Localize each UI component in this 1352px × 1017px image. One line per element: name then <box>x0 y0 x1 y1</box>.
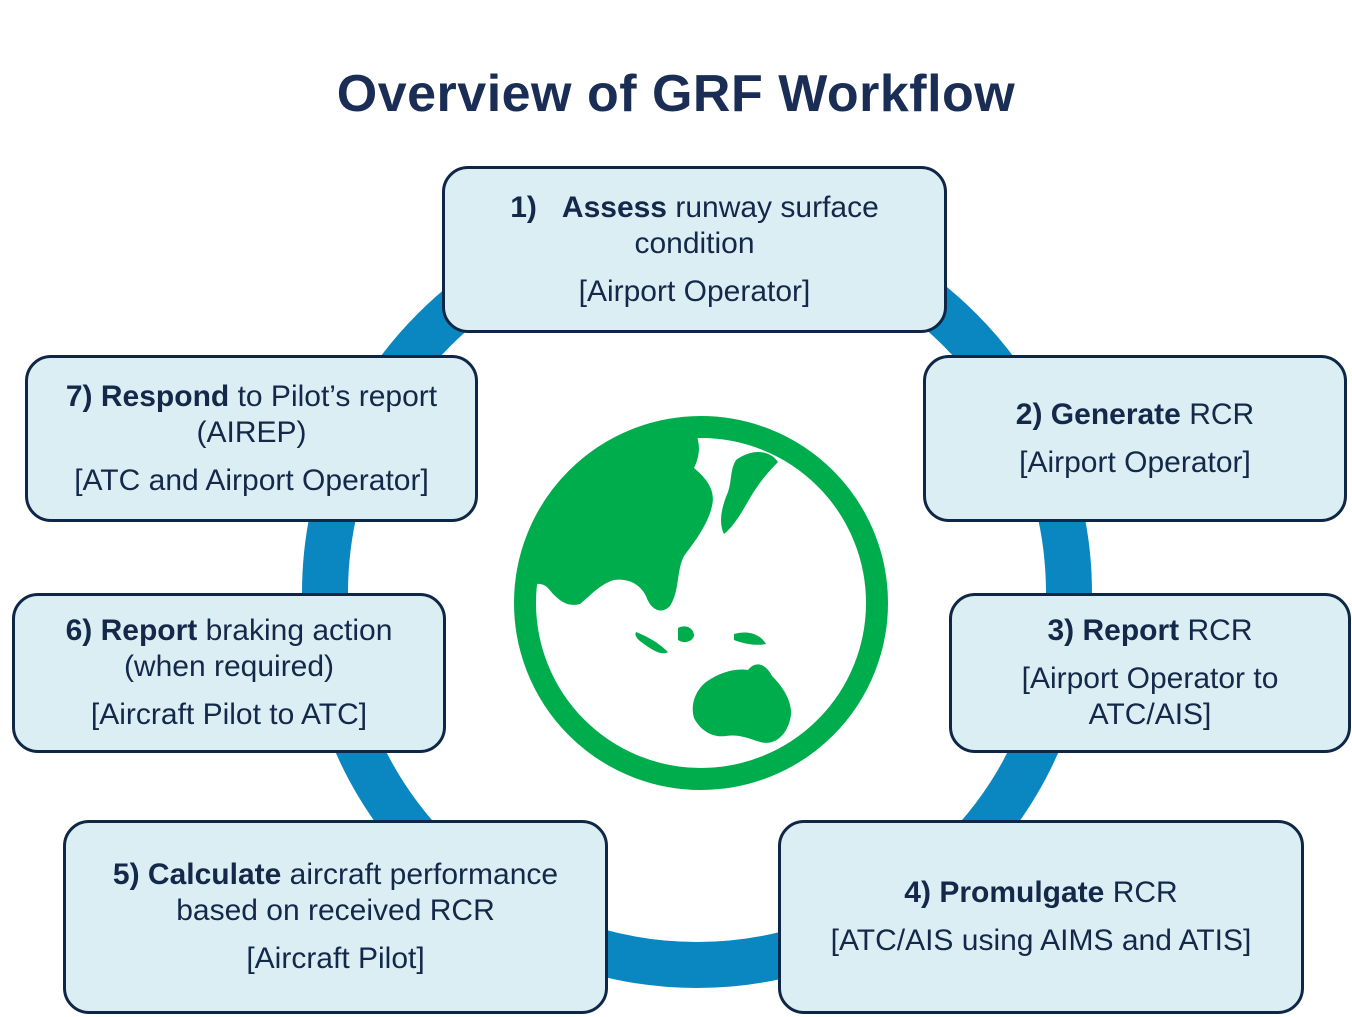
australia-landmass <box>692 664 792 743</box>
borneo-island <box>678 626 694 643</box>
step-4-box: 4) Promulgate RCR [ATC/AIS using AIMS an… <box>778 820 1304 1014</box>
step-1-box: 1) Assess runway surface condition [Airp… <box>442 166 947 333</box>
new-guinea-island <box>734 632 766 645</box>
step-3-text: 3) Report RCR <box>1047 614 1253 647</box>
step-5-role: [Aircraft Pilot] <box>246 942 425 975</box>
step-5-text: 5) Calculate aircraft performance based … <box>112 858 559 927</box>
step-2-text: 2) Generate RCR <box>1015 397 1255 431</box>
step-7-text: 7) Respond to Pilot’s report (AIREP) <box>65 379 438 449</box>
step-6-text: 6) Report braking action (when required) <box>65 614 393 683</box>
japan-island <box>721 451 778 534</box>
step-4-role: [ATC/AIS using AIMS and ATIS] <box>830 924 1252 957</box>
asia-landmass <box>526 424 713 611</box>
step-7-box: 7) Respond to Pilot’s report (AIREP) [AT… <box>25 355 478 522</box>
step-2-role: [Airport Operator] <box>1019 445 1251 479</box>
step-3-box: 3) Report RCR [Airport Operator to ATC/A… <box>949 593 1351 753</box>
step-2-box: 2) Generate RCR [Airport Operator] <box>923 355 1347 522</box>
step-3-role: [Airport Operator to ATC/AIS] <box>1021 662 1279 731</box>
step-1-role: [Airport Operator] <box>578 274 811 308</box>
globe-icon <box>514 416 888 790</box>
step-1-text: 1) Assess runway surface condition <box>510 190 879 260</box>
step-6-role: [Aircraft Pilot to ATC] <box>90 698 368 731</box>
diagram-title: Overview of GRF Workflow <box>336 65 1016 123</box>
step-6-box: 6) Report braking action (when required)… <box>12 593 446 753</box>
step-7-role: [ATC and Airport Operator] <box>74 463 429 497</box>
step-5-box: 5) Calculate aircraft performance based … <box>63 820 608 1014</box>
indonesia-island <box>635 632 668 654</box>
step-4-text: 4) Promulgate RCR <box>904 876 1178 909</box>
